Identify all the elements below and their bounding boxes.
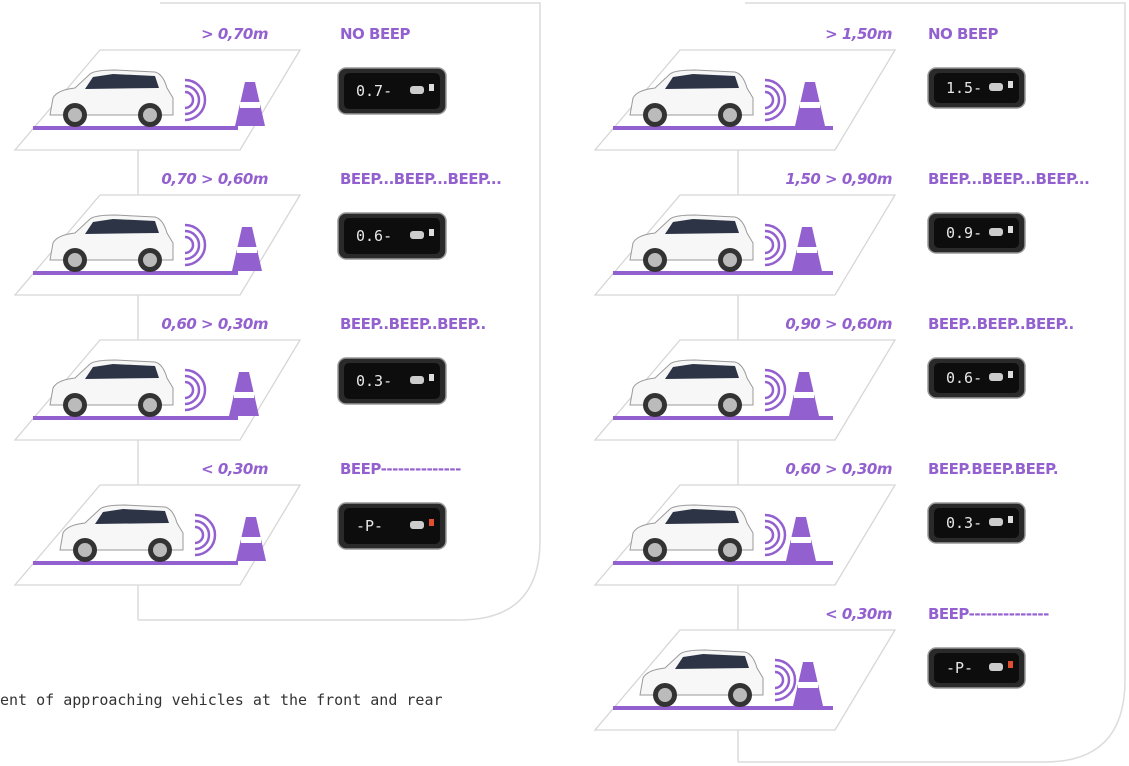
rim [648,543,662,557]
cone-stripe [798,682,818,688]
display-icon [989,228,1003,236]
cone-stripe [800,102,820,108]
rim [648,108,662,122]
ground [613,416,833,420]
display-icon [989,373,1003,381]
rim [723,398,737,412]
beep-label: BEEP-------------- [340,460,461,478]
rim [143,253,157,267]
cone-stripe [240,102,260,108]
display-reading: -P- [946,659,973,677]
beep-label: BEEP..BEEP..BEEP.. [928,315,1074,333]
display-reading: -P- [356,517,383,535]
rim [658,688,672,702]
rim [153,543,167,557]
display-icon [410,231,424,239]
distance-label: 0,60 > 0,30m [161,315,268,333]
ground [613,126,833,130]
ground [33,126,238,130]
rim [733,688,747,702]
rim [143,108,157,122]
display-led [1008,81,1013,88]
infographic: ent of approaching vehicles at the front… [0,0,1129,766]
rim [68,398,82,412]
display-reading: 0.6- [356,227,392,245]
distance-label: < 0,30m [825,605,892,623]
display-icon [989,663,1003,671]
rim [78,543,92,557]
distance-label: < 0,30m [201,460,268,478]
distance-label: 0,60 > 0,30m [785,460,892,478]
display-icon [410,376,424,384]
cone-stripe [241,537,261,543]
beep-label: BEEP..BEEP..BEEP.. [340,315,486,333]
rim [648,398,662,412]
display-led [1008,661,1013,668]
distance-label: > 0,70m [201,25,268,43]
beep-label: NO BEEP [928,25,998,43]
display-led [1008,516,1013,523]
display-reading: 0.3- [356,372,392,390]
rim [723,543,737,557]
ground [33,416,238,420]
display-reading: 0.7- [356,82,392,100]
display-icon [989,518,1003,526]
ground [613,271,833,275]
distance-label: > 1,50m [825,25,892,43]
beep-label: BEEP...BEEP...BEEP... [340,170,501,188]
display-reading: 1.5- [946,79,982,97]
rim [648,253,662,267]
distance-label: 0,70 > 0,60m [161,170,268,188]
distance-label: 0,90 > 0,60m [785,315,892,333]
beep-label: BEEP-------------- [928,605,1049,623]
display-led [429,229,434,236]
ground [33,561,238,565]
display-led [429,374,434,381]
display-led [1008,226,1013,233]
cone-stripe [791,537,811,543]
display-led [429,84,434,91]
ground [33,271,238,275]
beep-label: BEEP.BEEP.BEEP. [928,460,1058,478]
display-led [429,519,434,526]
note: ent of approaching vehicles at the front… [0,691,443,709]
beep-label: BEEP...BEEP...BEEP... [928,170,1089,188]
rim [723,108,737,122]
rim [68,253,82,267]
display-reading: 0.3- [946,514,982,532]
cone-stripe [234,392,254,398]
rim [143,398,157,412]
ground [613,561,833,565]
ground [613,706,833,710]
rim [68,108,82,122]
rim [723,253,737,267]
cone-stripe [794,392,814,398]
display-icon [989,83,1003,91]
display-reading: 0.6- [946,369,982,387]
display-icon [410,521,424,529]
display-reading: 0.9- [946,224,982,242]
cone-stripe [237,247,257,253]
distance-label: 1,50 > 0,90m [785,170,892,188]
beep-label: NO BEEP [340,25,410,43]
display-led [1008,371,1013,378]
cone-stripe [797,247,817,253]
display-icon [410,86,424,94]
